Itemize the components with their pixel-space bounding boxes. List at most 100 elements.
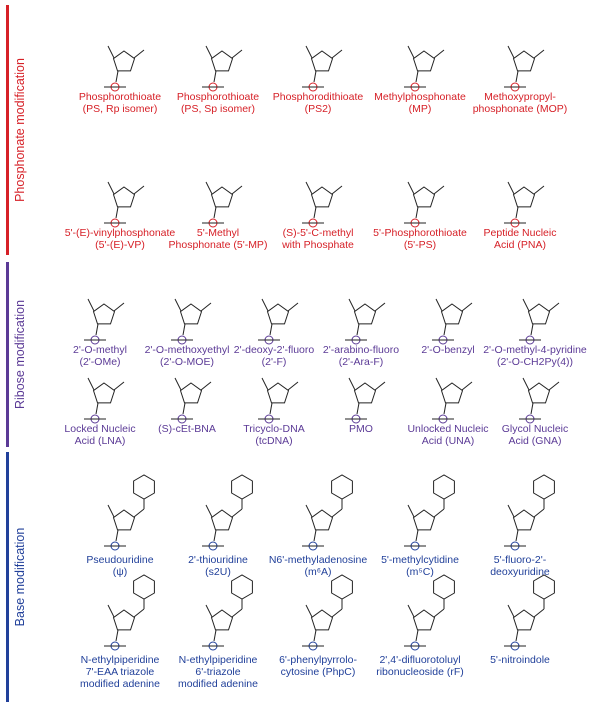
bond [305,504,313,518]
label: Unlocked Nucleic [407,423,488,435]
bond [174,298,182,312]
bond [213,529,217,542]
bond [530,323,534,336]
structure [84,298,125,345]
sugar-ring [179,303,203,325]
bond [95,402,99,415]
bond [331,49,343,59]
bond [530,402,534,415]
bond [533,49,545,59]
bond [433,185,445,195]
label: (2'-O-CH2Py(4)) [497,356,573,368]
bond [415,629,419,642]
structure [432,298,473,345]
bond [107,504,115,518]
bond [95,323,99,336]
sugar-ring [353,303,377,325]
sugar-ring [353,382,377,404]
label: Acid (GNA) [508,435,561,447]
label: (ψ) [113,566,127,578]
sugar-ring [412,609,436,631]
label: 2'-arabino-fluoro [323,344,399,356]
bond [231,49,243,59]
bond [356,402,360,415]
bond [107,45,115,59]
bond [287,302,299,312]
label: Acid (LNA) [75,435,126,447]
label: PMO [349,423,373,435]
bond [205,504,213,518]
sugar-ring [310,609,334,631]
sugar-ring [512,509,536,531]
bond [313,629,317,642]
sugar-ring [210,50,234,72]
bond [433,608,445,618]
bond [533,608,545,618]
label: Phosphonate (5'-MP) [169,239,268,251]
structure [302,574,353,651]
bond [507,181,515,195]
bond [533,185,545,195]
bond [287,381,299,391]
label: Phosphorothioate [177,91,259,103]
label: (2'-Ara-F) [339,356,384,368]
bond [461,381,473,391]
bond [115,629,119,642]
label: (PS, Sp isomer) [181,103,255,115]
base-ring [133,574,155,600]
label: 2'-O-benzyl [421,344,474,356]
label: (PS2) [305,103,332,115]
label: (5'-(E)-VP) [95,239,145,251]
structure [84,377,125,424]
bond [133,49,145,59]
sugar-ring [266,303,290,325]
bond [313,529,317,542]
bond [522,377,530,391]
sugar-ring [512,50,536,72]
section-title: Phosphonate modification [13,58,27,202]
bond [213,70,217,83]
label: N6'-methyladenosine [269,554,367,566]
structure [302,181,343,228]
sugar-ring [512,609,536,631]
label: 2'-deoxy-2'-fluoro [234,344,315,356]
sugar-ring [92,382,116,404]
label: 5'-methylcytidine [381,554,459,566]
bond [407,604,415,618]
label: 6'-triazole [195,666,240,678]
sugar-ring [527,303,551,325]
label: 2',4'-difluorotoluyl [379,654,460,666]
bond [269,323,273,336]
bond [507,45,515,59]
bond [435,298,443,312]
bond [107,181,115,195]
sugar-ring [112,50,136,72]
sugar-ring [412,50,436,72]
sugar-ring [412,509,436,531]
bond [133,185,145,195]
label: (2'-O-MOE) [160,356,214,368]
label: phosphonate (MOP) [473,103,568,115]
structure [104,574,155,651]
structure [504,45,545,92]
bond [415,206,419,219]
label: (S)-5'-C-methyl [283,227,354,239]
bond [433,49,445,59]
base-ring [533,474,555,500]
bond [231,185,243,195]
bond [443,402,447,415]
base-ring [533,574,555,600]
structure [302,45,343,92]
label: (2'-F) [262,356,287,368]
label: 5'-(E)-vinylphosphonate [65,227,176,239]
structure [171,298,212,345]
bond [200,381,212,391]
structure [504,474,555,551]
label: (2'-OMe) [79,356,120,368]
label: 2'-thiouridine [188,554,248,566]
label: with Phosphate [281,239,354,251]
label: (MP) [409,103,432,115]
label: 5'-nitroindole [490,654,550,666]
label: Peptide Nucleic [484,227,557,239]
section-bar [6,262,9,447]
